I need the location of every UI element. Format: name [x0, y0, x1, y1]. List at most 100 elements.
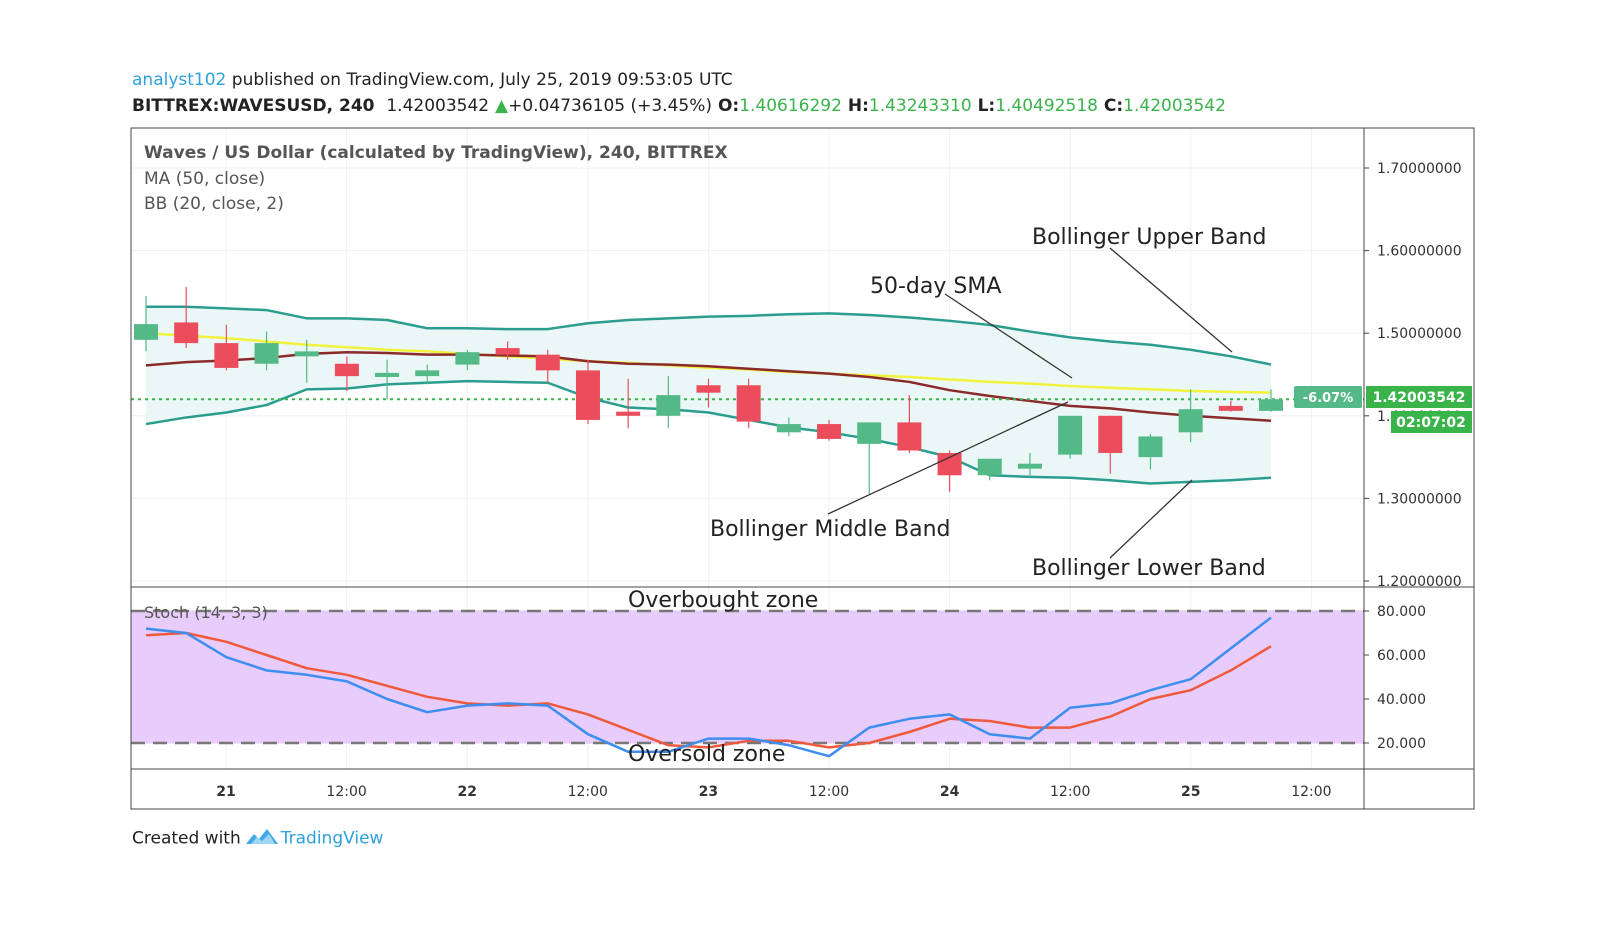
- candle-body-bearish: [334, 363, 359, 377]
- price-tick-label: 1.60000000: [1377, 244, 1462, 260]
- candle-body-bullish: [294, 351, 319, 357]
- symbol-label: BITTREX:WAVESUSD, 240: [132, 96, 375, 116]
- countdown-text: 02:07:02: [1396, 415, 1466, 431]
- low-value: 1.40492518: [995, 96, 1098, 116]
- overbought-annotation: Overbought zone: [628, 588, 818, 613]
- candle-body-bearish: [495, 348, 520, 355]
- outer-border: [130, 127, 1475, 810]
- time-tick-label: 25: [1181, 784, 1200, 800]
- created-with-text: Created with: [132, 828, 241, 849]
- price-tick-label: 1.30000000: [1377, 491, 1462, 507]
- published-text: published on TradingView.com, July 25, 2…: [226, 70, 733, 90]
- upper-band-pointer: [1109, 247, 1233, 353]
- candle-body-bullish: [857, 422, 882, 444]
- change-pct-badge: [1294, 386, 1362, 408]
- publish-info: analyst102 published on TradingView.com,…: [132, 70, 733, 90]
- time-tick-label: 12:00: [568, 784, 608, 800]
- open-label: O:: [717, 96, 740, 116]
- stoch-tick-label: 80.000: [1377, 604, 1426, 620]
- candle-body-bearish: [214, 343, 239, 368]
- symbol-info: BITTREX:WAVESUSD, 240 1.42003542 ▲+0.047…: [132, 96, 1226, 116]
- last-price-text: 1.42003542: [1373, 390, 1466, 406]
- stoch-tick-label: 20.000: [1377, 736, 1426, 752]
- candle-body-bullish: [1138, 436, 1163, 458]
- upper-band-annotation: Bollinger Upper Band: [1032, 225, 1266, 250]
- stoch-tick-label: 40.000: [1377, 692, 1426, 708]
- candle-body-bearish: [1098, 415, 1123, 453]
- candle-body-bullish: [415, 370, 440, 377]
- middle-band-annotation: Bollinger Middle Band: [710, 517, 951, 542]
- candle-body-bullish: [455, 352, 480, 365]
- low-label: L:: [977, 96, 996, 116]
- candle-body-bullish: [134, 324, 158, 340]
- lower-band-pointer: [1109, 479, 1193, 559]
- sma-line: [145, 331, 1272, 394]
- sma-pointer: [944, 293, 1073, 379]
- price-pane: [131, 286, 1364, 495]
- price-tick-label: 1.70000000: [1377, 161, 1462, 177]
- price-tick-label: 1.20000000: [1377, 574, 1462, 590]
- high-label: H:: [847, 96, 869, 116]
- up-arrow-icon: ▲: [495, 96, 509, 116]
- candle-body-bearish: [174, 322, 199, 344]
- chart-frame: [130, 127, 1475, 810]
- price-tick-label: 1.50000000: [1377, 326, 1462, 342]
- candle-body-bearish: [616, 411, 641, 416]
- candle-body-bearish: [937, 452, 962, 476]
- candle-body-bearish: [575, 370, 600, 420]
- stoch-d-line: [145, 631, 1272, 749]
- candle-body-bullish: [1259, 399, 1283, 411]
- axes: 21 12:00 22 12:00 23 12:00 24 12:00 25 12:00 1.700…: [216, 161, 1461, 800]
- stoch-tick-label: 60.000: [1377, 648, 1426, 664]
- stoch-pane: [131, 609, 1364, 758]
- candle-body-bullish: [1058, 415, 1083, 455]
- candle-body-bullish: [1017, 463, 1042, 469]
- legend: Waves / US Dollar (calculated by Trading…: [144, 143, 728, 622]
- legend-title: Waves / US Dollar (calculated by Trading…: [144, 143, 728, 163]
- close-value: 1.42003542: [1123, 96, 1226, 116]
- candle-body-bullish: [977, 458, 1002, 476]
- bollinger-upper-line: [146, 305, 1272, 366]
- candle-body-bullish: [254, 343, 279, 364]
- current-price: 1.42003542: [386, 96, 490, 116]
- bollinger-middle-line: [145, 350, 1272, 423]
- author-link[interactable]: analyst102: [132, 70, 227, 90]
- price-badge: -6.07% 1.42003542 02:07:02: [1294, 386, 1472, 433]
- oversold-annotation: Oversold zone: [628, 742, 785, 767]
- lower-band-annotation: Bollinger Lower Band: [1032, 556, 1266, 581]
- time-tick-label: 24: [940, 784, 960, 800]
- annotations: Bollinger Upper Band 50-day SMA Bollinge…: [628, 225, 1266, 767]
- sma-annotation: 50-day SMA: [870, 274, 1001, 299]
- legend-bb: BB (20, close, 2): [144, 194, 284, 214]
- candle-body-bullish: [1178, 409, 1203, 433]
- countdown-badge: [1391, 411, 1472, 433]
- footer: Created with TradingView: [132, 826, 383, 851]
- candle-body-bullish: [375, 372, 400, 377]
- time-tick-label: 21: [216, 784, 235, 800]
- candle-body-bearish: [736, 385, 761, 422]
- candle-body-bearish: [696, 385, 721, 393]
- candle-body-bullish: [776, 424, 801, 433]
- middle-band-pointer: [827, 401, 1069, 515]
- time-tick-label: 12:00: [1050, 784, 1090, 800]
- time-tick-label: 12:00: [326, 784, 366, 800]
- time-tick-label: 23: [699, 784, 718, 800]
- time-tick-label: 12:00: [1291, 784, 1331, 800]
- stoch-band-fill: [131, 611, 1364, 743]
- time-tick-label: 12:00: [809, 784, 849, 800]
- high-value: 1.43243310: [868, 96, 972, 116]
- open-value: 1.40616292: [739, 96, 842, 116]
- legend-stoch: Stoch (14, 3, 3): [144, 603, 268, 622]
- candle-body-bearish: [535, 354, 560, 371]
- time-tick-label: 22: [457, 784, 476, 800]
- tradingview-logo-icon: [245, 826, 279, 851]
- candle-body-bullish: [656, 395, 681, 416]
- close-label: C:: [1103, 96, 1124, 116]
- candle-body-bearish: [817, 424, 842, 439]
- candle-body-bearish: [1218, 405, 1243, 411]
- stoch-k-line: [145, 616, 1272, 758]
- last-price-badge: [1366, 386, 1472, 408]
- tradingview-link[interactable]: TradingView: [280, 828, 384, 849]
- candle-body-bearish: [897, 422, 922, 451]
